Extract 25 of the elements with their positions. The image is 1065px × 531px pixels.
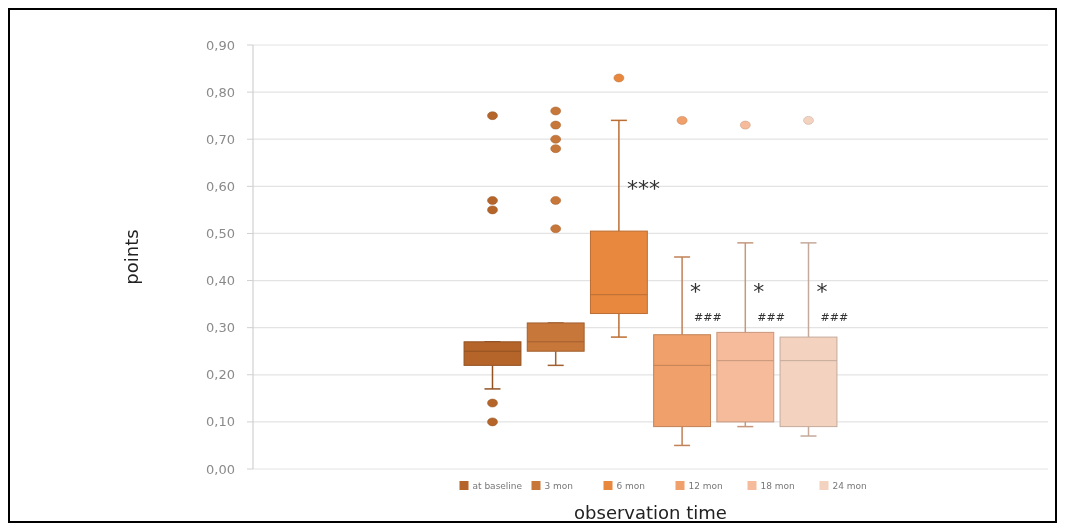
y-tick-label: 0,70	[206, 131, 235, 147]
y-tick-label: 0,80	[206, 84, 235, 100]
legend-label: at baseline	[472, 481, 523, 492]
annotation: ***	[626, 175, 660, 201]
legend-label: 3 mon	[544, 481, 574, 492]
y-tick-label: 0,20	[206, 367, 235, 383]
legend-label: 12 mon	[688, 481, 723, 492]
annotation: ###	[820, 310, 849, 324]
y-tick-label: 0,90	[206, 37, 235, 53]
y-tick-label: 0,30	[206, 320, 235, 336]
y-tick-label: 0,40	[206, 273, 235, 289]
y-tick-label: 0,10	[206, 414, 235, 430]
legend-label: 6 mon	[616, 481, 646, 492]
legend-label: 24 mon	[832, 481, 867, 492]
annotation: *	[816, 279, 828, 305]
legend-label: 18 mon	[760, 481, 795, 492]
y-tick-label: 0,50	[206, 225, 235, 241]
annotation: *	[753, 279, 765, 305]
y-tick-label: 0,00	[206, 461, 235, 477]
y-axis-title: points	[121, 229, 142, 285]
annotation: *	[690, 279, 702, 305]
x-axis-title: observation time	[574, 502, 727, 523]
annotation: ###	[757, 310, 785, 324]
y-tick-label: 0,60	[206, 178, 235, 194]
annotation: ###	[694, 310, 722, 324]
